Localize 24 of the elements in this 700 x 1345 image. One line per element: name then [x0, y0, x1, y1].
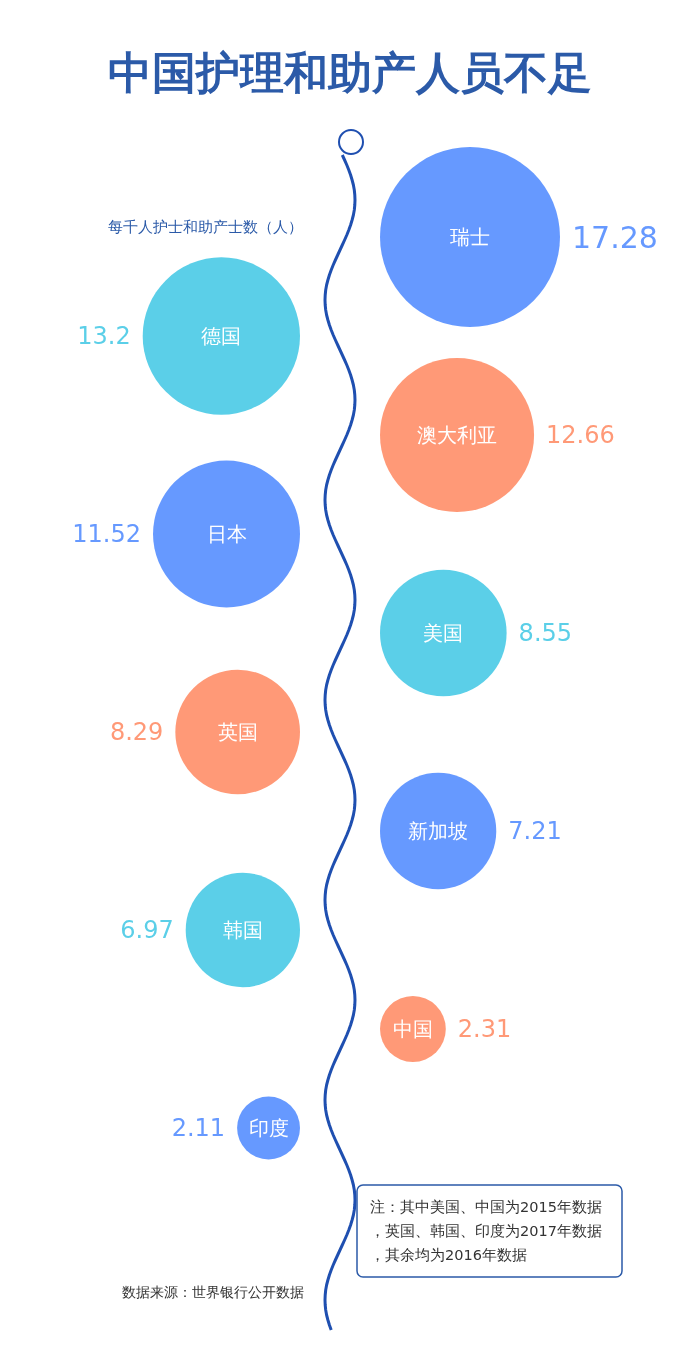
data-label: 12.66 — [546, 421, 615, 450]
category-label: 中国 — [392, 1017, 433, 1041]
category-label: 印度 — [248, 1116, 289, 1140]
data-label: 2.11 — [171, 1114, 226, 1143]
category-label: 韩国 — [222, 918, 263, 942]
category-label: 澳大利亚 — [417, 423, 498, 447]
category-label: 德国 — [201, 324, 242, 348]
data-label: 7.21 — [508, 817, 562, 846]
category-label: 新加坡 — [408, 819, 469, 843]
category-label: 日本 — [206, 522, 247, 546]
data-label: 13.2 — [77, 322, 131, 351]
data-label: 17.28 — [572, 219, 658, 255]
text: 中国护理和助产人员不足 — [108, 47, 592, 98]
data-label: 11.52 — [72, 520, 142, 549]
data-label: 8.55 — [518, 619, 573, 648]
data-label: 6.97 — [120, 916, 174, 945]
source-note: 数据来源：世界银行公开数据 — [122, 1284, 304, 1300]
text: 每千人护士和助产士数（人） — [107, 218, 303, 236]
text: 注：其中美国、中国为2015年数据，英国、韩国、印度为2017年数据，其余均为2016年数据 — [370, 1199, 602, 1263]
category-label: 英国 — [217, 720, 258, 744]
category-label: 美国 — [423, 621, 464, 645]
category-label: 瑞士 — [450, 225, 490, 249]
data-label: 8.29 — [109, 718, 164, 747]
data-label: 2.31 — [457, 1015, 512, 1044]
